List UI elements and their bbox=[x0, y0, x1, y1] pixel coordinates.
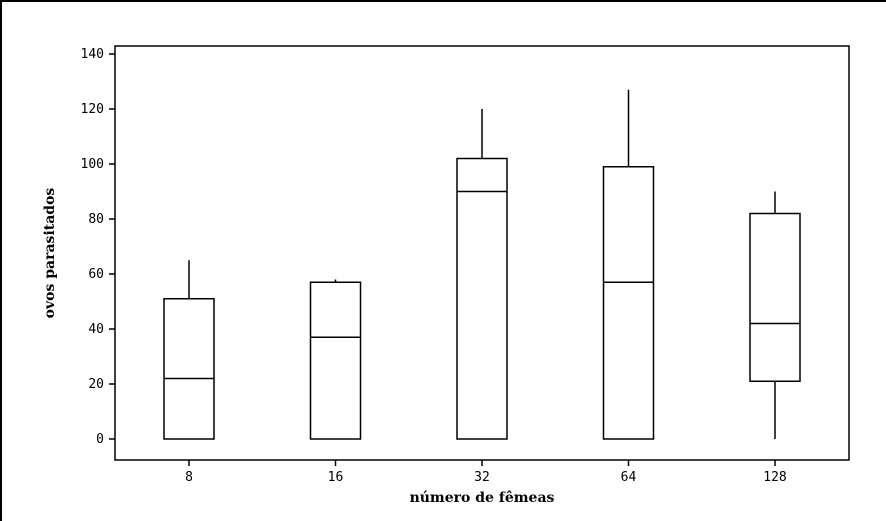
y-tick-label: 120 bbox=[81, 102, 104, 117]
x-axis-title: número de fêmeas bbox=[410, 490, 555, 506]
x-axis: 8 16 32 64 128 bbox=[185, 460, 787, 485]
y-tick-label: 0 bbox=[96, 432, 104, 447]
y-tick-label: 40 bbox=[88, 322, 104, 337]
box-group-32 bbox=[456, 109, 508, 440]
y-tick-label: 80 bbox=[88, 212, 104, 227]
y-tick-label: 100 bbox=[81, 157, 104, 172]
y-axis-title: ovos parasitados bbox=[42, 188, 58, 319]
box bbox=[456, 157, 508, 440]
y-axis: 0 20 40 60 80 100 120 140 bbox=[81, 47, 115, 447]
box bbox=[309, 281, 362, 440]
box-group-8 bbox=[163, 260, 215, 440]
y-tick-label: 140 bbox=[81, 47, 104, 62]
y-tick-label: 20 bbox=[88, 377, 104, 392]
box-group-64 bbox=[602, 89, 655, 440]
box bbox=[602, 166, 655, 440]
x-tick-label: 128 bbox=[763, 470, 786, 485]
x-tick-label: 32 bbox=[474, 470, 490, 485]
box bbox=[749, 212, 801, 382]
box-group-16 bbox=[309, 279, 362, 440]
y-tick-label: 60 bbox=[88, 267, 104, 282]
x-tick-label: 64 bbox=[621, 470, 637, 485]
x-tick-label: 8 bbox=[185, 470, 193, 485]
box bbox=[163, 298, 215, 440]
boxes bbox=[163, 89, 801, 440]
plot-area bbox=[114, 45, 850, 461]
box-group-128 bbox=[749, 191, 801, 439]
x-tick-label: 16 bbox=[328, 470, 344, 485]
